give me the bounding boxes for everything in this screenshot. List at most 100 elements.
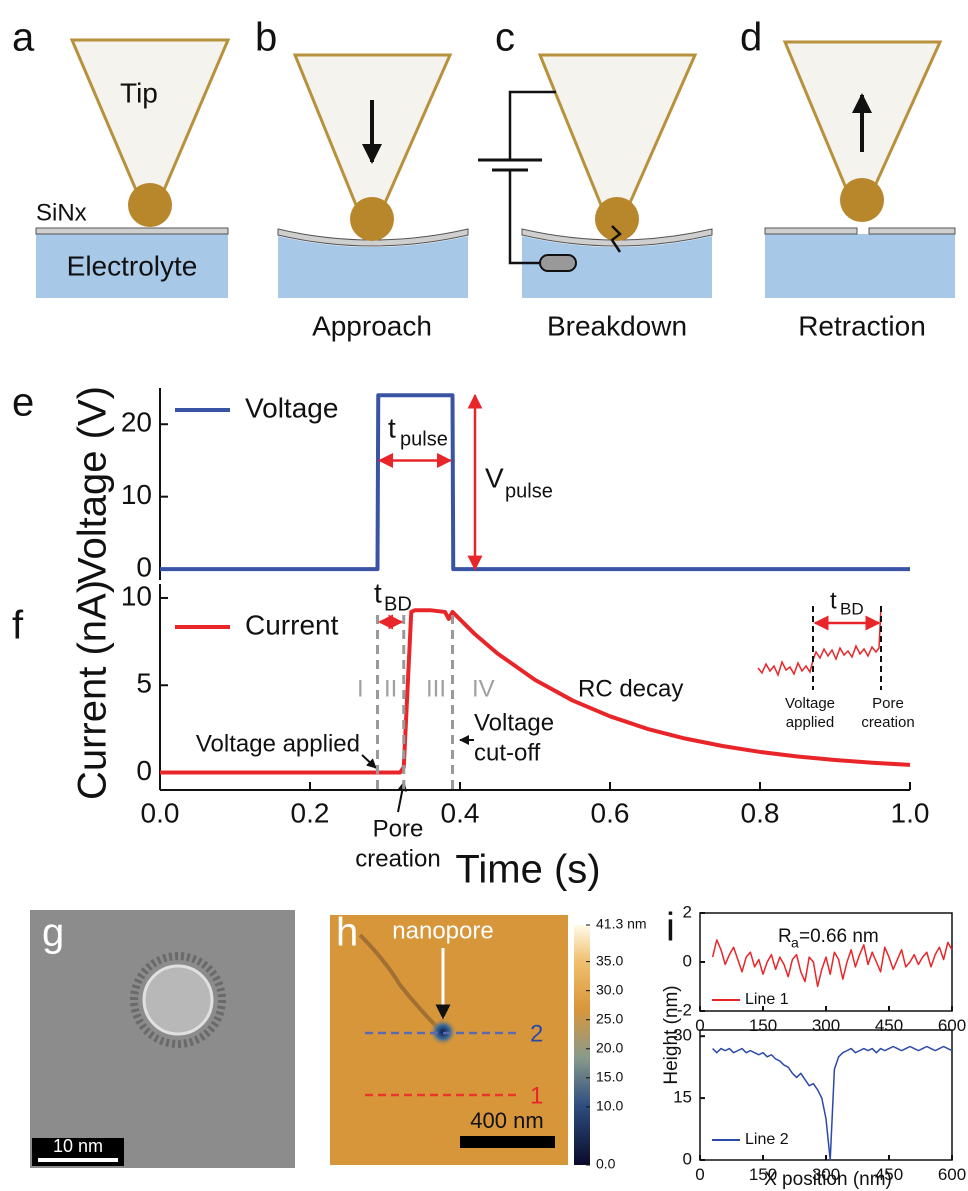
tip-label: Tip bbox=[120, 77, 158, 108]
data-line bbox=[160, 608, 911, 775]
panel-label: g bbox=[42, 911, 64, 955]
x-tick-label: 150 bbox=[749, 1016, 777, 1035]
y-tick-label: 30 bbox=[673, 1026, 692, 1045]
colorbar-tick-label: 20.0 bbox=[596, 1039, 623, 1055]
tip bbox=[537, 53, 698, 207]
annotation: t bbox=[388, 412, 396, 443]
annotation-subscript: pulse bbox=[505, 480, 553, 502]
tip-ball bbox=[840, 178, 884, 222]
legend-label: Current bbox=[245, 609, 339, 640]
x-tick-label: 0.4 bbox=[441, 798, 480, 829]
region-label: II bbox=[384, 675, 397, 702]
annotation: =0.66 nm bbox=[799, 926, 879, 947]
legend-label: Line 1 bbox=[745, 991, 789, 1008]
line-label: 1 bbox=[530, 1082, 543, 1109]
annotation-subscript: pulse bbox=[400, 428, 448, 450]
membrane bbox=[277, 228, 469, 247]
annotation: Voltage applied bbox=[196, 730, 360, 757]
inset-trace bbox=[757, 605, 882, 678]
annotation: t bbox=[374, 577, 382, 608]
wire bbox=[508, 170, 540, 265]
schematic-c: c Breakdown bbox=[478, 16, 713, 341]
colorbar-tick-label: 10.0 bbox=[596, 1098, 623, 1114]
y-axis-label: Height (nm) bbox=[661, 985, 682, 1084]
y-tick-label: 0 bbox=[136, 552, 152, 583]
panel-label: c bbox=[495, 16, 515, 60]
annotation: creation bbox=[355, 845, 440, 872]
annotation-subscript: BD bbox=[384, 593, 412, 615]
electrolyte bbox=[522, 236, 712, 298]
schematic-d: d Retraction bbox=[740, 16, 956, 341]
y-axis-label: Current (nA) bbox=[71, 580, 115, 800]
annotation: nanopore bbox=[392, 917, 493, 944]
x-tick-label: 0.2 bbox=[291, 798, 330, 829]
region-label: I bbox=[357, 675, 364, 702]
data-line bbox=[160, 393, 910, 572]
annotation: creation bbox=[861, 714, 914, 731]
annotation: R bbox=[778, 926, 792, 947]
membrane bbox=[521, 228, 713, 247]
annotation: Pore bbox=[373, 815, 424, 842]
spark bbox=[610, 225, 622, 253]
colorbar-tick-label: 0.0 bbox=[596, 1156, 616, 1172]
electrode bbox=[539, 254, 577, 272]
colorbar-tick-label: 15.0 bbox=[596, 1069, 623, 1085]
membrane-label: SiNx bbox=[36, 199, 87, 226]
tip-ball bbox=[350, 197, 394, 241]
caption: Retraction bbox=[798, 310, 926, 341]
x-tick-label: 0.8 bbox=[741, 798, 780, 829]
x-tick-label: 600 bbox=[938, 1165, 966, 1184]
wire bbox=[508, 90, 556, 160]
x-tick-label: 0.0 bbox=[141, 798, 180, 829]
colorbar-tick-label: 41.3 nm bbox=[596, 916, 647, 932]
region-labels: I II III IV bbox=[357, 675, 495, 702]
tem-image: g 10 nm bbox=[30, 910, 295, 1168]
annotation: Voltage bbox=[474, 709, 554, 736]
schematic-b: b Approach bbox=[255, 16, 469, 341]
membrane bbox=[764, 227, 858, 235]
annotation: V bbox=[485, 462, 504, 493]
electrolyte bbox=[36, 234, 228, 298]
panel-label: b bbox=[255, 16, 277, 60]
panel-label: f bbox=[12, 604, 24, 648]
pore bbox=[142, 964, 214, 1036]
data-line bbox=[712, 1045, 953, 1161]
x-axis-label: X position (nm) bbox=[764, 1169, 892, 1190]
x-axis-label: Time (s) bbox=[455, 848, 600, 892]
annotation-arrow bbox=[361, 754, 377, 769]
y-tick-label: 0 bbox=[683, 951, 692, 970]
annotation: applied bbox=[786, 714, 834, 731]
afm-image: 2 1 nanopore h 400 nm bbox=[330, 911, 590, 1165]
caption: Breakdown bbox=[547, 310, 687, 341]
x-tick-label: 150 bbox=[749, 1165, 777, 1184]
panel-label: a bbox=[12, 16, 35, 60]
x-tick-label: 450 bbox=[875, 1016, 903, 1035]
electrolyte-label: Electrolyte bbox=[67, 250, 198, 281]
y-tick-label: 2 bbox=[683, 902, 692, 921]
colorbar bbox=[574, 925, 590, 1165]
line-label: 2 bbox=[530, 1020, 543, 1047]
colorbar-tick-label: 35.0 bbox=[596, 952, 623, 968]
electrolyte bbox=[765, 234, 955, 298]
x-tick-label: 300 bbox=[812, 1165, 840, 1184]
annotation: RC decay bbox=[578, 675, 683, 702]
panel-label: e bbox=[12, 381, 34, 425]
annotation: Pore bbox=[872, 695, 904, 712]
membrane bbox=[35, 227, 229, 235]
scale-bar bbox=[460, 1136, 555, 1148]
tip-ball bbox=[595, 197, 639, 241]
membrane bbox=[868, 227, 956, 235]
scale-bar-label: 400 nm bbox=[470, 1108, 543, 1133]
colorbar-tick-label: 25.0 bbox=[596, 1010, 623, 1026]
y-tick-label: 0 bbox=[136, 755, 152, 786]
x-tick-label: 300 bbox=[812, 1016, 840, 1035]
x-tick-label: 0.6 bbox=[591, 798, 630, 829]
data-line bbox=[711, 939, 953, 988]
y-tick-label: 20 bbox=[121, 407, 152, 438]
x-tick-label: 0 bbox=[695, 1165, 704, 1184]
y-tick-label: 0 bbox=[683, 1149, 692, 1168]
y-tick-label: 5 bbox=[136, 668, 152, 699]
region-label: III bbox=[426, 675, 446, 702]
